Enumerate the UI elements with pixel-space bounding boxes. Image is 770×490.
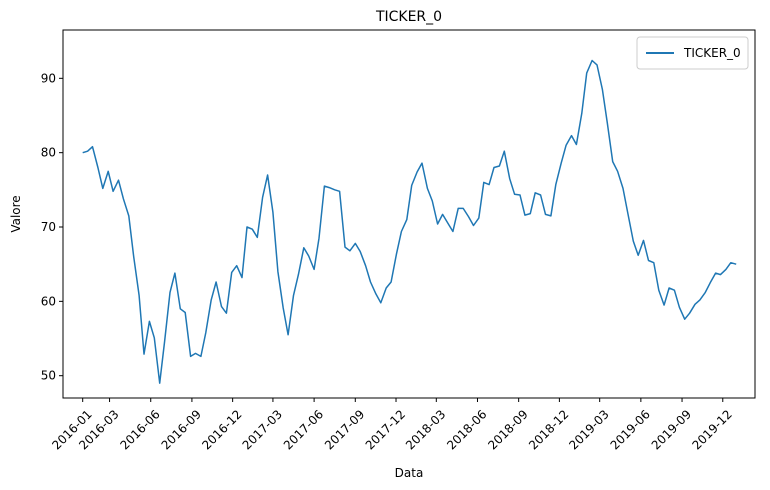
y-tick-label: 90 (41, 71, 56, 85)
x-tick-label: 2016-12 (199, 407, 244, 452)
y-axis: 50 60 70 80 90 (41, 71, 63, 383)
y-axis-label: Valore (9, 195, 23, 232)
legend: TICKER_0 (636, 36, 749, 70)
x-tick-label: 2017-09 (322, 407, 367, 452)
plot-frame (62, 29, 756, 399)
legend-box (636, 36, 749, 70)
x-tick-label: 2017-03 (240, 407, 285, 452)
series-line (82, 59, 737, 384)
x-axis-label: Data (395, 466, 424, 480)
x-tick-label: 2019-03 (566, 407, 611, 452)
x-tick-label: 2019-12 (689, 407, 734, 452)
y-tick-label: 50 (41, 369, 56, 383)
y-tick-label: 80 (41, 146, 56, 160)
x-tick-label: 2018-06 (444, 407, 489, 452)
y-tick-label: 70 (41, 220, 56, 234)
x-tick-label: 2017-12 (363, 407, 408, 452)
x-tick-label: 2019-06 (608, 407, 653, 452)
x-tick-label: 2019-09 (649, 407, 694, 452)
y-tick-label: 60 (41, 294, 56, 308)
legend-label: TICKER_0 (683, 46, 741, 60)
x-tick-label: 2017-06 (281, 407, 326, 452)
x-tick-label: 2016-06 (117, 407, 162, 452)
x-tick-label: 2018-12 (526, 407, 571, 452)
x-tick-label: 2018-09 (485, 407, 530, 452)
series-layer (82, 59, 737, 384)
chart-title: TICKER_0 (375, 9, 442, 25)
x-axis: 2016-012016-032016-062016-092016-122017-… (49, 398, 735, 453)
x-tick-label: 2018-03 (403, 407, 448, 452)
plot-area (62, 29, 756, 399)
x-tick-label: 2016-09 (159, 407, 204, 452)
